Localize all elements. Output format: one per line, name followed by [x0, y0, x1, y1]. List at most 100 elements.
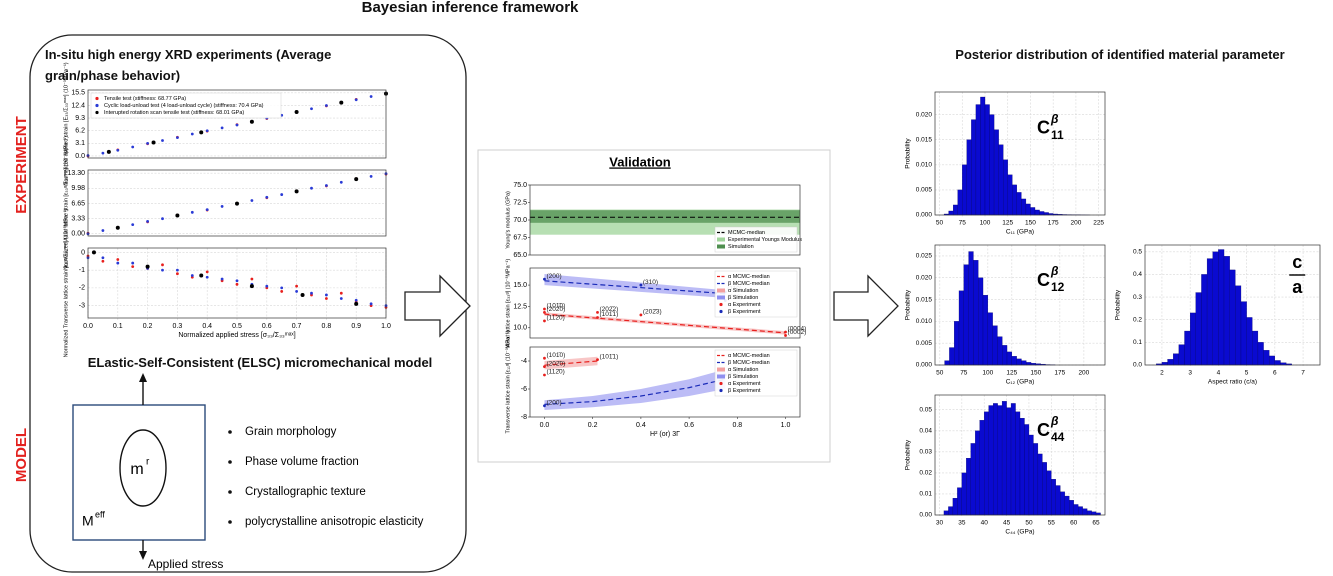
- histogram-bar: [1263, 350, 1270, 366]
- legend-swatch: [717, 237, 725, 242]
- histogram-bar: [1055, 485, 1061, 516]
- histogram-bar: [963, 264, 969, 366]
- x-tick-label: 0.8: [732, 422, 742, 429]
- data-point: [354, 98, 358, 102]
- histogram-bar: [1007, 174, 1013, 216]
- histogram-bar: [948, 210, 954, 216]
- data-point: [280, 286, 284, 290]
- histogram-bar: [953, 204, 958, 216]
- x-axis-label: H² (or) 3Γ: [650, 431, 680, 438]
- data-point: [596, 358, 599, 361]
- legend-label: β Simulation: [728, 374, 758, 380]
- axes-frame: [934, 244, 1106, 366]
- histogram-bar: [1167, 359, 1174, 366]
- x-tick-label: 175: [1048, 220, 1059, 227]
- x-tick-label: 0.2: [588, 422, 598, 429]
- histogram-bar: [1002, 345, 1008, 366]
- data-point: [101, 259, 105, 263]
- data-point: [161, 263, 164, 267]
- x-axis-label: C₄₄ (GPa): [1005, 529, 1034, 536]
- experiment-heading: In-situ high energy XRD experiments (Ave…: [45, 47, 332, 83]
- legend-label: β Experiment: [728, 388, 761, 394]
- data-point: [220, 205, 224, 208]
- histogram-bar: [1042, 462, 1047, 516]
- x-tick-label: 0.9: [351, 323, 361, 330]
- histogram-bar: [1069, 500, 1074, 516]
- histogram-bar: [1218, 249, 1225, 366]
- model-heading: ELastic-Self-Consistent (ELSC) micromech…: [87, 355, 433, 370]
- grain-label-sup: r: [146, 457, 150, 468]
- histogram-bar: [1028, 434, 1034, 516]
- y-tick-label: 0.02: [919, 470, 932, 477]
- data-point: [131, 145, 135, 149]
- data-point: [161, 268, 164, 272]
- histogram-bar: [1033, 443, 1039, 516]
- x-tick-label: 75: [959, 220, 967, 227]
- histogram-bar: [1060, 491, 1065, 516]
- grain: [119, 429, 167, 507]
- y-tick-label: 65.0: [513, 252, 527, 259]
- point-label: (0002): [788, 329, 807, 336]
- x-tick-label: 35: [958, 520, 966, 527]
- data-point: [161, 217, 164, 221]
- data-point: [176, 268, 179, 272]
- x-tick-label: 0.0: [540, 422, 550, 429]
- y-tick-label: -8: [521, 414, 527, 421]
- y-tick-label: 15.0: [513, 282, 527, 289]
- histogram-bar: [993, 129, 999, 216]
- annotation: C: [1037, 420, 1050, 440]
- point-label: (101̄0): [546, 352, 565, 359]
- y-tick-label: 0.000: [916, 362, 933, 369]
- histogram-bar: [961, 472, 967, 516]
- data-point: [280, 193, 284, 196]
- x-tick-label: 60: [1070, 520, 1078, 527]
- data-point: [639, 313, 643, 317]
- y-tick-label: 72.5: [513, 199, 527, 206]
- legend-swatch: [719, 381, 723, 386]
- data-point: [543, 404, 546, 408]
- histogram-bar: [980, 96, 986, 216]
- histogram-bar: [954, 321, 960, 366]
- legend-label: Simulation: [728, 244, 754, 250]
- legend-label: α MCMC-median: [728, 274, 770, 280]
- y-axis-label: Normalized Axial lattice strain [ε₃₃ᵍ/Σ₃…: [63, 136, 69, 270]
- legend-swatch: [717, 244, 725, 249]
- y-tick-label: 0.1: [1133, 339, 1142, 346]
- axes-frame: [1144, 244, 1321, 366]
- side-label: EXPERIMENT: [13, 116, 30, 214]
- x-tick-label: 75: [960, 370, 968, 377]
- histogram-bar: [1001, 401, 1007, 516]
- x-tick-label: 6: [1273, 370, 1277, 377]
- x-tick-label: 150: [1030, 370, 1041, 377]
- legend-box: [714, 270, 798, 318]
- validation-heading: Validation: [609, 154, 670, 169]
- point-label: (112̄0): [546, 369, 564, 376]
- axes-frame: [529, 267, 801, 339]
- histogram-bar: [975, 104, 981, 216]
- x-tick-label: 40: [981, 520, 989, 527]
- histogram-bar: [966, 139, 972, 216]
- y-tick-label: 0.0: [1133, 362, 1142, 369]
- histogram-bar: [1206, 258, 1213, 366]
- x-tick-label: 7: [1301, 370, 1305, 377]
- histogram-bar: [1010, 403, 1016, 516]
- data-point: [784, 334, 787, 337]
- x-tick-label: 150: [1025, 220, 1036, 227]
- arrow-head: [139, 551, 147, 560]
- data-point: [235, 279, 239, 283]
- data-point: [265, 195, 269, 199]
- legend-swatch: [719, 302, 723, 307]
- legend-label: α MCMC-median: [728, 353, 770, 359]
- histogram-bar: [1030, 207, 1036, 216]
- data-point: [543, 277, 546, 281]
- histogram-bar: [1064, 495, 1070, 516]
- data-point: [101, 256, 105, 260]
- bullet-text: Phase volume fraction: [245, 456, 359, 468]
- y-tick-label: 0.00: [71, 231, 85, 238]
- data-point: [205, 270, 209, 274]
- x-tick-label: 1.0: [781, 422, 791, 429]
- histogram-bar: [1043, 212, 1049, 216]
- x-tick-label: 0.6: [684, 422, 694, 429]
- data-point: [354, 298, 358, 302]
- histogram-bar: [987, 312, 993, 366]
